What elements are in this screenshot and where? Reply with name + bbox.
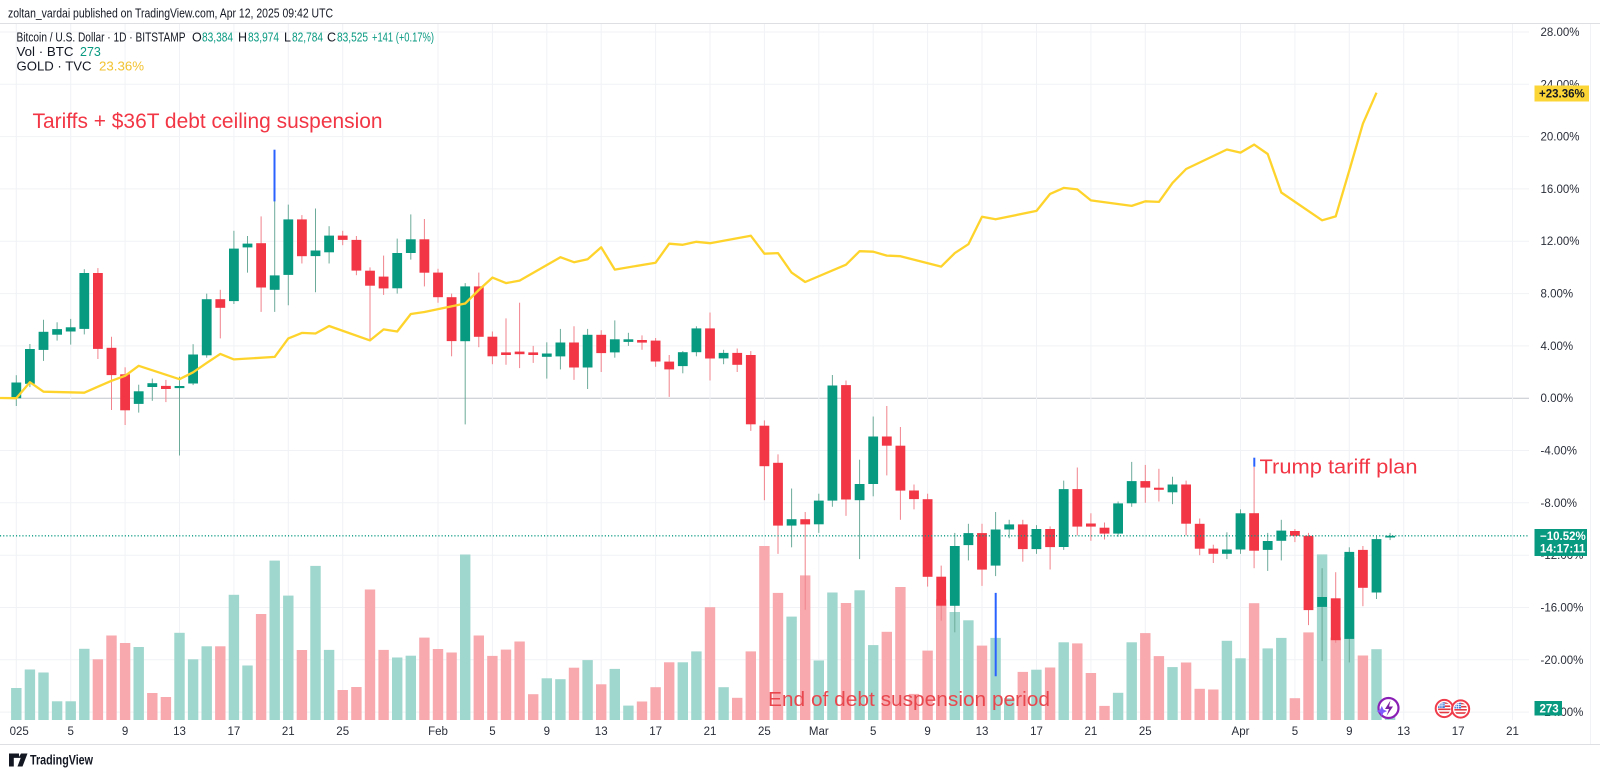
svg-text:Trump tariff plan: Trump tariff plan (1260, 457, 1418, 479)
svg-text:Bitcoin / U.S. Dollar · 1D · B: Bitcoin / U.S. Dollar · 1D · BITSTAMP (17, 31, 186, 45)
svg-text:0.00%: 0.00% (1541, 393, 1574, 405)
svg-text:Tariffs + $36T debt ceiling su: Tariffs + $36T debt ceiling suspension (33, 110, 383, 133)
svg-text:25: 25 (1139, 726, 1152, 738)
svg-text:O: O (192, 31, 202, 45)
svg-text:8.00%: 8.00% (1541, 289, 1574, 301)
svg-text:End of debt suspension period: End of debt suspension period (768, 689, 1050, 711)
svg-text:21: 21 (1506, 726, 1519, 738)
svg-text:17: 17 (1030, 726, 1043, 738)
svg-text:TradingView: TradingView (30, 753, 93, 768)
svg-text:9: 9 (122, 726, 128, 738)
svg-text:273: 273 (80, 45, 101, 59)
svg-text:25: 25 (336, 726, 349, 738)
svg-text:83,525: 83,525 (337, 31, 368, 45)
svg-text:Apr: Apr (1232, 726, 1250, 738)
svg-text:9: 9 (924, 726, 930, 738)
svg-text:13: 13 (1397, 726, 1410, 738)
svg-text:25: 25 (758, 726, 771, 738)
svg-text:21: 21 (704, 726, 717, 738)
svg-text:17: 17 (1452, 726, 1465, 738)
svg-text:+23.36%: +23.36% (1539, 89, 1585, 101)
svg-text:17: 17 (228, 726, 241, 738)
svg-text:14:17:11: 14:17:11 (1540, 544, 1586, 556)
svg-text:-4.00%: -4.00% (1541, 446, 1577, 458)
svg-text:5: 5 (1292, 726, 1298, 738)
svg-text:5: 5 (870, 726, 876, 738)
svg-text:H: H (238, 31, 247, 45)
svg-text:GOLD · TVC: GOLD · TVC (17, 60, 92, 74)
svg-text:83,384: 83,384 (202, 31, 233, 45)
svg-text:-16.00%: -16.00% (1541, 603, 1584, 615)
svg-text:+141 (+0.17%): +141 (+0.17%) (372, 31, 434, 45)
svg-text:13: 13 (976, 726, 989, 738)
svg-text:−10.52%: −10.52% (1540, 531, 1586, 543)
svg-text:9: 9 (544, 726, 550, 738)
svg-text:C: C (327, 31, 336, 45)
svg-text:5: 5 (489, 726, 495, 738)
svg-text:-8.00%: -8.00% (1541, 498, 1577, 510)
svg-text:Vol · BTC: Vol · BTC (17, 45, 74, 59)
svg-text:13: 13 (595, 726, 608, 738)
svg-text:L: L (284, 31, 291, 45)
svg-text:21: 21 (1085, 726, 1098, 738)
svg-text:-20.00%: -20.00% (1541, 655, 1584, 667)
svg-text:12.00%: 12.00% (1541, 236, 1580, 248)
svg-text:13: 13 (173, 726, 186, 738)
svg-text:28.00%: 28.00% (1541, 27, 1580, 39)
svg-text:21: 21 (282, 726, 295, 738)
svg-text:273: 273 (1540, 704, 1559, 716)
svg-text:zoltan_vardai published on Tra: zoltan_vardai published on TradingView.c… (8, 6, 333, 21)
svg-text:5: 5 (67, 726, 73, 738)
svg-text:9: 9 (1346, 726, 1352, 738)
svg-text:17: 17 (649, 726, 662, 738)
svg-text:23.36%: 23.36% (99, 60, 144, 74)
svg-text:Mar: Mar (809, 726, 829, 738)
svg-text:Feb: Feb (428, 726, 448, 738)
svg-text:20.00%: 20.00% (1541, 132, 1580, 144)
svg-text:82,784: 82,784 (292, 31, 323, 45)
svg-text:025: 025 (10, 726, 29, 738)
svg-text:4.00%: 4.00% (1541, 341, 1574, 353)
svg-text:83,974: 83,974 (248, 31, 279, 45)
svg-text:16.00%: 16.00% (1541, 184, 1580, 196)
